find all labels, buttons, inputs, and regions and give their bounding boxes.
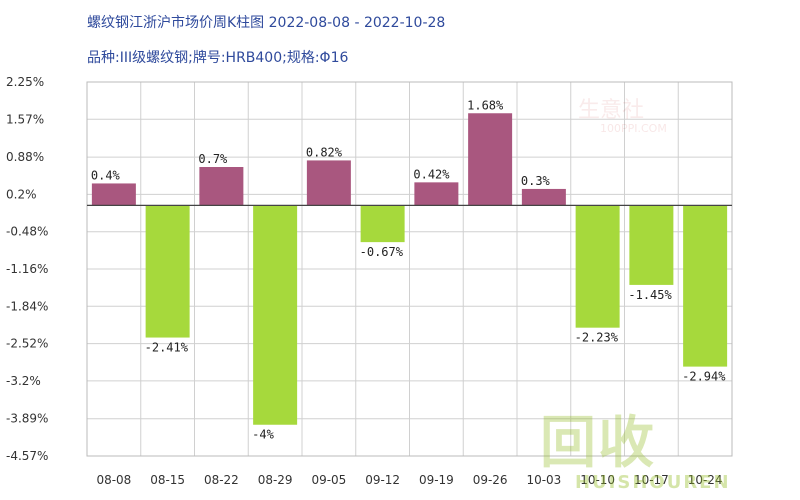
watermark-top: 生意社: [578, 98, 645, 123]
y-tick-label: -4.57%: [6, 449, 48, 463]
x-tick-label: 10-17: [634, 473, 669, 487]
watermark-logo-text: HUISHOUREN: [575, 472, 731, 493]
watermark-logo: 回收: [540, 411, 656, 476]
data-label: -2.94%: [682, 370, 726, 384]
bar: [253, 205, 298, 425]
x-tick-label: 08-15: [150, 473, 185, 487]
bar: [360, 205, 405, 243]
bar: [306, 160, 351, 206]
y-tick-label: 0.88%: [6, 150, 44, 164]
data-label: 1.68%: [467, 98, 504, 112]
plot-frame: [86, 81, 733, 457]
y-tick-label: 1.57%: [6, 112, 44, 126]
chart-title: 螺纹钢江浙沪市场价周K柱图 2022-08-08 - 2022-10-28: [87, 15, 446, 31]
y-tick-label: -3.2%: [6, 374, 41, 388]
watermark-top-sub: 100PPI.COM: [600, 122, 667, 135]
data-label: 0.3%: [521, 174, 551, 188]
x-tick-label: 09-19: [419, 473, 454, 487]
x-tick-label: 10-03: [526, 473, 561, 487]
y-tick-label: -2.52%: [6, 337, 48, 351]
y-tick-label: -0.48%: [6, 225, 48, 239]
bar: [683, 205, 728, 367]
data-label: 0.42%: [413, 167, 450, 181]
x-tick-label: 10-10: [580, 473, 615, 487]
data-label: -2.23%: [575, 331, 619, 345]
x-tick-label: 08-22: [204, 473, 239, 487]
x-tick-label: 09-26: [473, 473, 508, 487]
data-label: -0.67%: [360, 245, 404, 259]
data-label: 0.7%: [198, 152, 228, 166]
data-label: -1.45%: [628, 288, 672, 302]
y-tick-label: -1.16%: [6, 262, 48, 276]
data-label: -2.41%: [145, 341, 189, 355]
bar: [468, 113, 513, 206]
y-tick-label: -3.89%: [6, 412, 48, 426]
data-label: 0.82%: [306, 145, 343, 159]
bar: [414, 182, 459, 206]
y-tick-label: -1.84%: [6, 299, 48, 313]
x-tick-label: 09-12: [365, 473, 400, 487]
bar: [199, 167, 244, 206]
data-label: 0.4%: [91, 168, 121, 182]
bar: [91, 183, 136, 206]
bar: [521, 188, 566, 206]
data-label: -4%: [252, 428, 274, 442]
y-tick-label: 2.25%: [6, 75, 44, 89]
chart-subtitle: 品种:III级螺纹钢;牌号:HRB400;规格:Φ16: [87, 50, 349, 66]
x-tick-label: 10-24: [688, 473, 723, 487]
x-tick-label: 08-08: [96, 473, 131, 487]
x-tick-label: 09-05: [311, 473, 346, 487]
bar: [145, 205, 190, 338]
bar: [575, 205, 620, 328]
y-tick-label: 0.2%: [6, 187, 37, 201]
x-tick-label: 08-29: [258, 473, 293, 487]
bar: [629, 205, 674, 285]
